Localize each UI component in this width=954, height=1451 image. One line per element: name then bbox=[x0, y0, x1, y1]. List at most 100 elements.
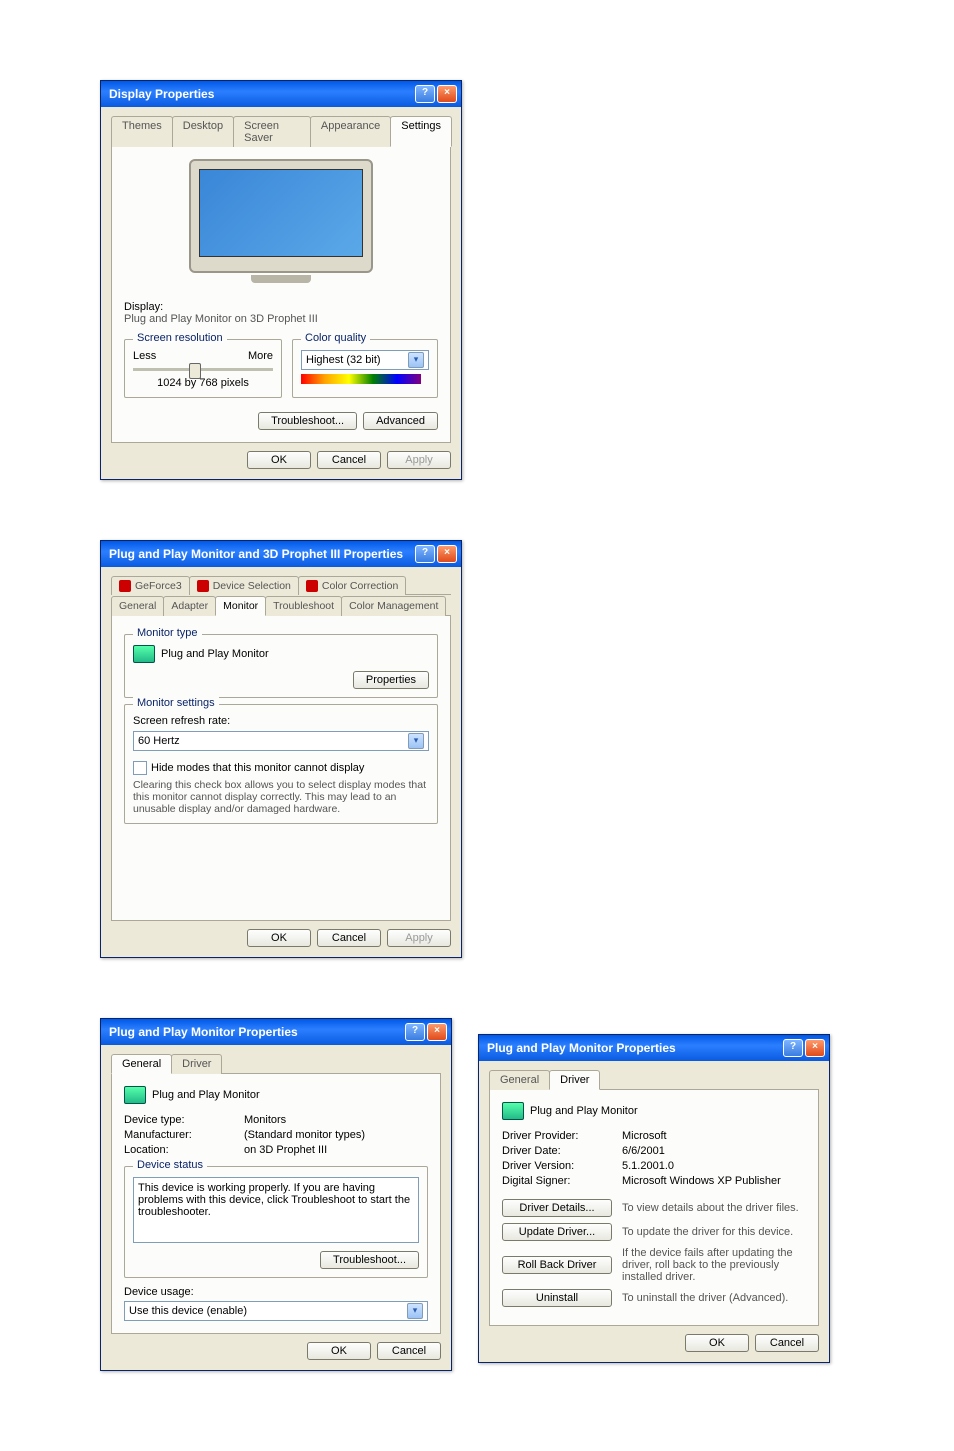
monitor-properties-general-dialog: Plug and Play Monitor Properties ? × Gen… bbox=[100, 1018, 452, 1371]
update-driver-button[interactable]: Update Driver... bbox=[502, 1223, 612, 1241]
titlebar[interactable]: Plug and Play Monitor and 3D Prophet III… bbox=[101, 541, 461, 567]
monitor-name: Plug and Play Monitor bbox=[152, 1089, 260, 1101]
title: Plug and Play Monitor Properties bbox=[487, 1041, 676, 1055]
device-usage-value: Use this device (enable) bbox=[129, 1305, 247, 1317]
tab-monitor[interactable]: Monitor bbox=[215, 596, 266, 616]
tab-general[interactable]: General bbox=[111, 596, 164, 616]
close-button[interactable]: × bbox=[437, 545, 457, 563]
digital-signer-label: Digital Signer: bbox=[502, 1175, 612, 1187]
close-button[interactable]: × bbox=[805, 1039, 825, 1057]
color-quality-legend: Color quality bbox=[301, 332, 370, 344]
close-button[interactable]: × bbox=[427, 1023, 447, 1041]
tab-appearance[interactable]: Appearance bbox=[310, 116, 391, 147]
monitor-name: Plug and Play Monitor bbox=[530, 1105, 638, 1117]
ok-button[interactable]: OK bbox=[247, 451, 311, 469]
monitor-icon bbox=[124, 1086, 146, 1104]
driver-date-label: Driver Date: bbox=[502, 1145, 612, 1157]
tab-geforce3[interactable]: GeForce3 bbox=[111, 576, 190, 595]
refresh-value: 60 Hertz bbox=[138, 735, 180, 747]
tabs-row2: General Adapter Monitor Troubleshoot Col… bbox=[111, 595, 451, 616]
device-usage-label: Device usage: bbox=[124, 1286, 428, 1298]
help-button[interactable]: ? bbox=[415, 85, 435, 103]
tab-desktop[interactable]: Desktop bbox=[172, 116, 234, 147]
device-status-text: This device is working properly. If you … bbox=[133, 1177, 419, 1243]
help-button[interactable]: ? bbox=[415, 545, 435, 563]
close-button[interactable]: × bbox=[437, 85, 457, 103]
chevron-down-icon: ▾ bbox=[407, 1303, 423, 1319]
tab-themes[interactable]: Themes bbox=[111, 116, 173, 147]
color-quality-select[interactable]: Highest (32 bit) ▾ bbox=[301, 350, 429, 370]
hide-modes-desc: Clearing this check box allows you to se… bbox=[133, 779, 429, 815]
color-quality-value: Highest (32 bit) bbox=[306, 354, 381, 366]
driver-version-label: Driver Version: bbox=[502, 1160, 612, 1172]
less-label: Less bbox=[133, 350, 156, 362]
monitor-name: Plug and Play Monitor bbox=[161, 648, 269, 660]
cancel-button[interactable]: Cancel bbox=[317, 929, 381, 947]
driver-details-button[interactable]: Driver Details... bbox=[502, 1199, 612, 1217]
monitor-preview bbox=[181, 159, 381, 289]
tab-driver[interactable]: Driver bbox=[549, 1070, 600, 1090]
display-properties-dialog: Display Properties ? × Themes Desktop Sc… bbox=[100, 80, 462, 480]
advanced-button[interactable]: Advanced bbox=[363, 412, 438, 430]
tab-driver[interactable]: Driver bbox=[171, 1054, 222, 1074]
tab-settings[interactable]: Settings bbox=[390, 116, 452, 147]
tab-device-selection[interactable]: Device Selection bbox=[189, 576, 299, 595]
apply-button[interactable]: Apply bbox=[387, 929, 451, 947]
location-label: Location: bbox=[124, 1144, 234, 1156]
troubleshoot-button[interactable]: Troubleshoot... bbox=[320, 1251, 419, 1269]
driver-details-desc: To view details about the driver files. bbox=[622, 1202, 806, 1214]
tab-screensaver[interactable]: Screen Saver bbox=[233, 116, 311, 147]
properties-button[interactable]: Properties bbox=[353, 671, 429, 689]
resolution-value: 1024 by 768 pixels bbox=[133, 377, 273, 389]
resolution-slider[interactable] bbox=[133, 368, 273, 371]
driver-provider-label: Driver Provider: bbox=[502, 1130, 612, 1142]
titlebar[interactable]: Plug and Play Monitor Properties ? × bbox=[479, 1035, 829, 1061]
hide-modes-checkbox[interactable] bbox=[133, 761, 147, 775]
manufacturer-value: (Standard monitor types) bbox=[244, 1129, 365, 1141]
tab-general[interactable]: General bbox=[489, 1070, 550, 1090]
more-label: More bbox=[248, 350, 273, 362]
uninstall-button[interactable]: Uninstall bbox=[502, 1289, 612, 1307]
chevron-down-icon: ▾ bbox=[408, 352, 424, 368]
title: Plug and Play Monitor and 3D Prophet III… bbox=[109, 547, 403, 561]
tabs: Themes Desktop Screen Saver Appearance S… bbox=[111, 115, 451, 147]
refresh-rate-select[interactable]: 60 Hertz ▾ bbox=[133, 731, 429, 751]
tabs: General Driver bbox=[489, 1069, 819, 1090]
monitor-icon bbox=[502, 1102, 524, 1120]
rollback-driver-desc: If the device fails after updating the d… bbox=[622, 1247, 806, 1283]
location-value: on 3D Prophet III bbox=[244, 1144, 327, 1156]
nvidia-icon bbox=[197, 580, 209, 592]
tab-general[interactable]: General bbox=[111, 1054, 172, 1074]
screen-res-legend: Screen resolution bbox=[133, 332, 227, 344]
tabs-row1: GeForce3 Device Selection Color Correcti… bbox=[111, 575, 451, 595]
driver-provider-value: Microsoft bbox=[622, 1130, 667, 1142]
nvidia-icon bbox=[306, 580, 318, 592]
monitor-icon bbox=[133, 645, 155, 663]
ok-button[interactable]: OK bbox=[307, 1342, 371, 1360]
titlebar[interactable]: Plug and Play Monitor Properties ? × bbox=[101, 1019, 451, 1045]
troubleshoot-button[interactable]: Troubleshoot... bbox=[258, 412, 357, 430]
tab-adapter[interactable]: Adapter bbox=[163, 596, 216, 616]
device-usage-select[interactable]: Use this device (enable) ▾ bbox=[124, 1301, 428, 1321]
help-button[interactable]: ? bbox=[783, 1039, 803, 1057]
tab-troubleshoot[interactable]: Troubleshoot bbox=[265, 596, 342, 616]
rollback-driver-button[interactable]: Roll Back Driver bbox=[502, 1256, 612, 1274]
cancel-button[interactable]: Cancel bbox=[377, 1342, 441, 1360]
monitor-properties-driver-dialog: Plug and Play Monitor Properties ? × Gen… bbox=[478, 1034, 830, 1363]
ok-button[interactable]: OK bbox=[247, 929, 311, 947]
monitor-type-legend: Monitor type bbox=[133, 627, 202, 639]
monitor-settings-legend: Monitor settings bbox=[133, 697, 219, 709]
tab-color-correction[interactable]: Color Correction bbox=[298, 576, 406, 595]
display-value: Plug and Play Monitor on 3D Prophet III bbox=[124, 313, 438, 325]
driver-version-value: 5.1.2001.0 bbox=[622, 1160, 674, 1172]
apply-button[interactable]: Apply bbox=[387, 451, 451, 469]
driver-date-value: 6/6/2001 bbox=[622, 1145, 665, 1157]
help-button[interactable]: ? bbox=[405, 1023, 425, 1041]
title: Plug and Play Monitor Properties bbox=[109, 1025, 298, 1039]
titlebar[interactable]: Display Properties ? × bbox=[101, 81, 461, 107]
hide-modes-label: Hide modes that this monitor cannot disp… bbox=[151, 762, 364, 774]
advanced-properties-dialog: Plug and Play Monitor and 3D Prophet III… bbox=[100, 540, 462, 958]
cancel-button[interactable]: Cancel bbox=[317, 451, 381, 469]
device-status-legend: Device status bbox=[133, 1159, 207, 1171]
tab-color-management[interactable]: Color Management bbox=[341, 596, 446, 616]
